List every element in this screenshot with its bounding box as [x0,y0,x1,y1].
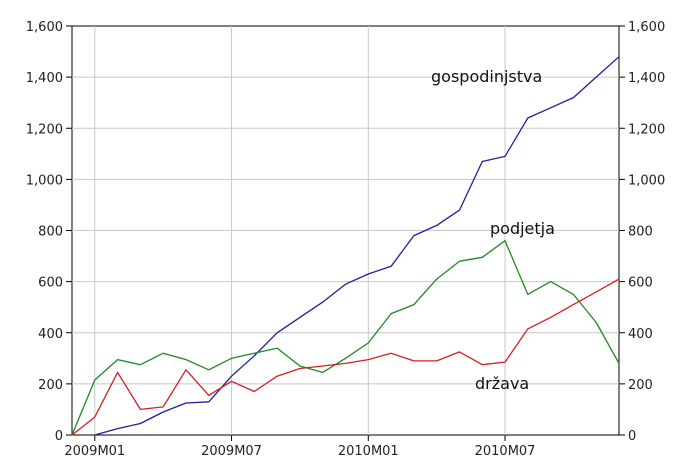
series-line-1 [71,240,620,436]
series-lines [71,56,620,436]
x-tick-label: 2009M07 [201,444,262,459]
y-tick-label-left: 600 [38,276,63,291]
y-tick-label-right: 800 [628,225,653,240]
y-tick-label-left: 400 [38,327,63,342]
y-tick-label-left: 1,000 [26,173,63,188]
series-label-drzava: država [475,374,529,393]
x-tick-label: 2010M07 [475,444,536,459]
y-tick-label-right: 1,400 [628,71,665,86]
series-line-2 [71,278,620,436]
x-tick-label: 2010M01 [338,444,399,459]
y-tick-label-right: 1,200 [628,122,665,137]
y-tick-label-left: 1,400 [26,71,63,86]
y-tick-label-right: 1,000 [628,173,665,188]
y-axis-right: 0 200 400 600 800 1,000 1,200 1,400 1,600 [619,20,665,444]
y-tick-label-left: 200 [38,378,63,393]
y-axis-left: 0 200 400 600 800 1,000 1,200 1,400 1,600 [26,20,72,444]
y-tick-label-right: 600 [628,276,653,291]
series-line-0 [94,56,620,436]
y-tick-label-left: 800 [38,225,63,240]
y-tick-label-right: 1,600 [628,20,665,35]
x-axis: 2009M01 2009M07 2010M01 2010M07 [64,435,535,459]
y-tick-label-right: 200 [628,378,653,393]
series-label-gospodinjstva: gospodinjstva [431,67,542,86]
y-tick-label-left: 1,200 [26,122,63,137]
series-label-podjetja: podjetja [490,219,555,238]
y-tick-label-right: 0 [628,429,636,444]
y-tick-label-left: 1,600 [26,20,63,35]
gridlines [72,26,619,435]
y-tick-label-right: 400 [628,327,653,342]
y-tick-label-left: 0 [55,429,63,444]
x-tick-label: 2009M01 [64,444,125,459]
